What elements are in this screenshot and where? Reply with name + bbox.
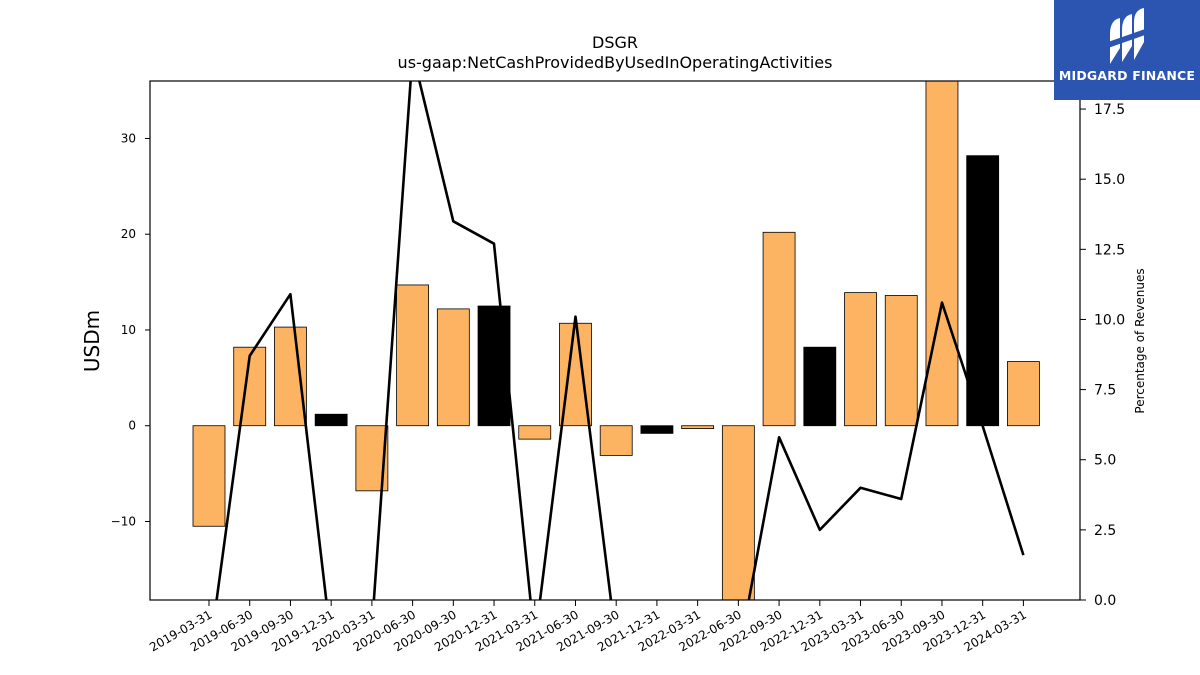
bar-2023-12-31 bbox=[966, 155, 1000, 427]
y2-tick-label: 17.5 bbox=[1094, 102, 1125, 118]
bar-2020-09-30 bbox=[436, 308, 470, 427]
y-tick-label: 20 bbox=[121, 227, 136, 241]
logo-text: MIDGARD FINANCE bbox=[1058, 68, 1196, 83]
y2-tick-label: 2.5 bbox=[1094, 523, 1116, 539]
bar-2021-09-30 bbox=[599, 425, 633, 456]
bar-2022-09-30 bbox=[762, 231, 796, 427]
bar-2022-06-30 bbox=[721, 425, 755, 600]
y2-tick-label: 15.0 bbox=[1094, 172, 1125, 188]
bar-2020-12-31 bbox=[477, 305, 511, 427]
line-series bbox=[215, 81, 1025, 600]
chart-title: DSGR bbox=[592, 33, 638, 52]
bar-2022-03-31 bbox=[681, 425, 715, 429]
y2-axis-label: Percentage of Revenues bbox=[1133, 268, 1147, 413]
logo-icon bbox=[1108, 8, 1148, 64]
y2-tick-label: 7.5 bbox=[1094, 383, 1116, 399]
y-axis-right: 0.0 2.5 5.0 7.5 10.0 12.5 15.0 17.5 bbox=[1080, 102, 1125, 609]
bar-2023-06-30 bbox=[884, 295, 918, 427]
y2-tick-label: 10.0 bbox=[1094, 312, 1125, 328]
bar-series bbox=[192, 81, 1040, 600]
y2-tick-label: 12.5 bbox=[1094, 242, 1125, 258]
bar-2023-09-30 bbox=[925, 81, 959, 427]
bar-2024-03-31 bbox=[1007, 361, 1040, 427]
y-tick-label: 0 bbox=[128, 419, 136, 433]
bar-2019-03-31 bbox=[192, 425, 226, 527]
y2-tick-label: 5.0 bbox=[1094, 453, 1116, 469]
bar-2019-09-30 bbox=[274, 326, 307, 427]
bar-2021-12-31 bbox=[640, 425, 674, 434]
line-path bbox=[215, 81, 1025, 600]
plot-frame bbox=[149, 80, 1081, 601]
y-tick-label: 10 bbox=[121, 323, 136, 337]
y-axis-left: −10 0 10 20 30 bbox=[111, 131, 150, 528]
x-axis: 2019-03-312019-06-302019-09-302019-12-31… bbox=[147, 600, 1029, 654]
y-axis-label: USDm bbox=[80, 310, 104, 372]
chart-subtitle: us-gaap:NetCashProvidedByUsedInOperating… bbox=[398, 53, 833, 72]
bar-2023-03-31 bbox=[844, 292, 877, 427]
bar-2020-06-30 bbox=[396, 284, 430, 427]
y-tick-label: 30 bbox=[121, 131, 136, 145]
brand-logo: MIDGARD FINANCE bbox=[1054, 0, 1200, 100]
bar-2019-12-31 bbox=[314, 413, 348, 427]
bar-2022-12-31 bbox=[803, 346, 837, 427]
y2-tick-label: 0.0 bbox=[1094, 593, 1116, 609]
bar-2021-03-31 bbox=[518, 425, 552, 440]
y-tick-label: −10 bbox=[111, 514, 136, 528]
